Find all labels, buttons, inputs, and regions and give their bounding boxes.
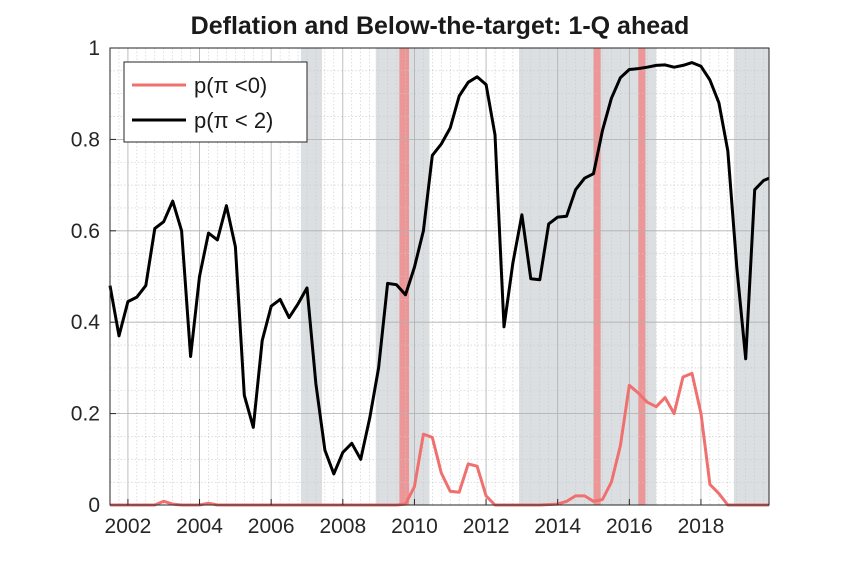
- x-tick-label: 2008: [319, 515, 366, 538]
- grid-lines: [109, 47, 769, 506]
- chart-title: Deflation and Below-the-target: 1-Q ahea…: [191, 12, 690, 40]
- legend-label-1: p(π < 2): [194, 108, 273, 133]
- y-tick-label: 0.6: [71, 220, 100, 243]
- y-tick-label: 0.2: [71, 403, 100, 426]
- x-tick-label: 2002: [105, 515, 152, 538]
- legend-label-0: p(π <0): [194, 73, 267, 98]
- x-tick-label: 2006: [248, 515, 295, 538]
- series-line-0: [110, 371, 769, 507]
- x-tick-label: 2004: [176, 515, 223, 538]
- y-tick-label: 0.8: [71, 128, 100, 151]
- legend: p(π <0) p(π < 2): [123, 61, 308, 143]
- red-band-2: [638, 48, 646, 505]
- x-tick-label: 2014: [534, 515, 581, 538]
- y-tick-label: 0.4: [71, 311, 101, 334]
- series-line-1: [108, 61, 770, 476]
- axis-ticks: 2002 2004 2006 2008 2010 2012 2014 2016 2018 0 0.2…: [71, 37, 725, 538]
- x-tick-label: 2018: [678, 515, 725, 538]
- y-tick-label: 1: [88, 37, 100, 60]
- legend-box: [123, 61, 308, 143]
- series-lines: [108, 61, 770, 507]
- y-tick-label: 0: [88, 494, 100, 517]
- axes-box: [109, 47, 770, 506]
- x-tick-label: 2010: [391, 515, 438, 538]
- x-tick-label: 2016: [606, 515, 653, 538]
- x-tick-label: 2012: [463, 515, 510, 538]
